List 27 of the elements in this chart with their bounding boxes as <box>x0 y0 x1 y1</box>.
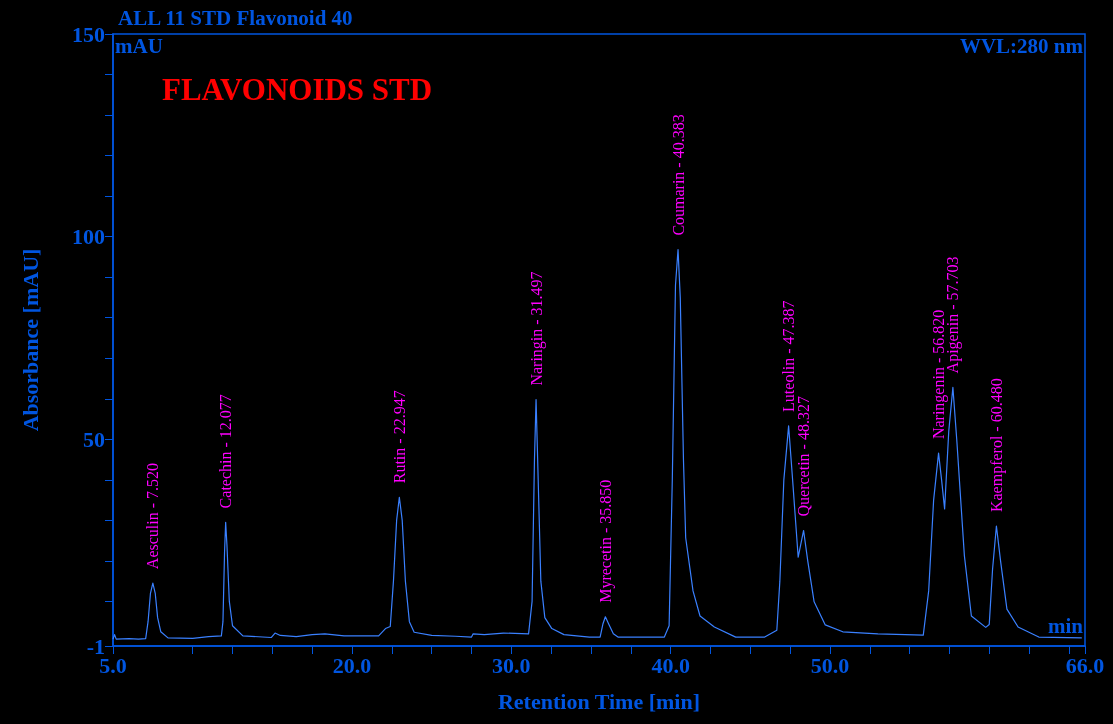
x-tick-label: 40.0 <box>651 652 690 678</box>
annotation: Catechin - 12.077 <box>217 394 235 509</box>
y-tick-label: 50 <box>83 426 105 452</box>
line-series <box>112 249 1083 640</box>
annotation: Luteolin - 47.387 <box>780 300 798 412</box>
x-tick-label: 30.0 <box>492 652 531 678</box>
annotation: Aesculin - 7.520 <box>144 462 162 570</box>
x-axis-title: Retention Time [min] <box>497 688 701 714</box>
y-axis-title: Absorbance [mAU] <box>17 248 43 432</box>
annotation: Kaempferol - 60.480 <box>987 378 1006 513</box>
annotation: min <box>1047 613 1084 638</box>
text: FLAVONOIDS STD <box>162 72 433 107</box>
x-tick-label: 66.0 <box>1065 652 1105 678</box>
y-tick-label: 150 <box>72 21 105 47</box>
y-tick-label: 100 <box>72 224 105 250</box>
annotation: Myrecetin - 35.850 <box>596 479 615 603</box>
y-tick-label: -1 <box>86 633 105 659</box>
annotation: Apigenin - 57.703 <box>944 256 963 374</box>
x-tick-label: 20.0 <box>332 652 372 678</box>
chart-title: ALL 11 STD Flavonoid 40 <box>118 5 353 30</box>
annotation: Quercetin - 48.327 <box>795 396 813 517</box>
annotation: Rutin - 22.947 <box>390 390 408 484</box>
annotation: Coumarin - 40.383 <box>669 114 687 236</box>
annotation: WVL:280 nm <box>959 33 1084 58</box>
annotation: Naringin - 31.497 <box>527 271 546 386</box>
x-tick-label: 50.0 <box>810 652 850 678</box>
annotation: mAU <box>115 33 163 58</box>
